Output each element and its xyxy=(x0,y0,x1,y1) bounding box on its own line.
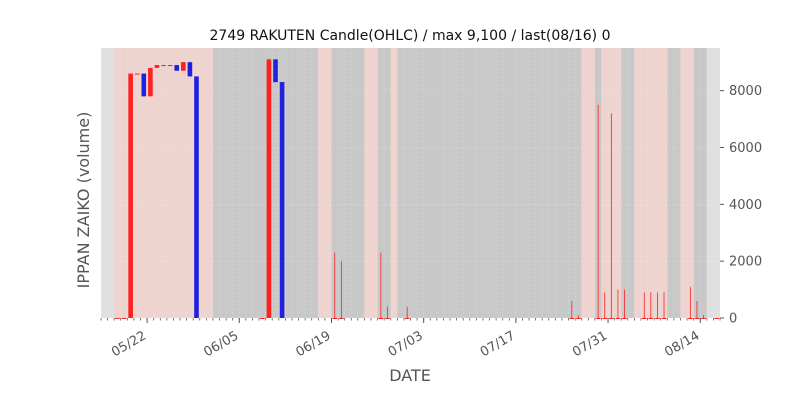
candle-body xyxy=(622,318,627,319)
candle-body xyxy=(661,318,667,319)
y-tick-label: 2000 xyxy=(729,255,762,270)
candle-body xyxy=(115,318,120,319)
candle-body xyxy=(266,59,272,319)
highlight-span xyxy=(318,48,332,318)
candle-body xyxy=(187,62,193,77)
y-tick-label: 0 xyxy=(729,312,737,327)
candle-body xyxy=(576,318,581,319)
candle-body xyxy=(161,65,166,67)
candle-body xyxy=(167,65,173,67)
y-tick-label: 4000 xyxy=(729,198,762,213)
candle-body xyxy=(714,318,720,319)
y-tick-label: 6000 xyxy=(729,141,762,156)
candle-body xyxy=(181,62,186,71)
candle-body xyxy=(339,318,344,319)
y-axis-label: IPPAN ZAIKO (volume) xyxy=(74,112,93,289)
candle-body xyxy=(332,318,338,319)
candle-body xyxy=(378,318,384,319)
candle-body xyxy=(260,318,265,319)
highlight-span xyxy=(390,48,398,318)
weekend-shade xyxy=(101,48,115,318)
candle-body xyxy=(595,318,601,319)
candle-body xyxy=(615,318,621,319)
candle-body xyxy=(174,65,180,71)
candle-body xyxy=(141,73,147,97)
candle-body xyxy=(128,73,133,318)
candle-body xyxy=(648,318,654,319)
candle-body xyxy=(569,318,575,319)
x-axis-label: DATE xyxy=(389,366,431,385)
chart-title: 2749 RAKUTEN Candle(OHLC) / max 9,100 / … xyxy=(210,28,611,44)
candle-body xyxy=(404,318,410,319)
candle-body xyxy=(194,76,199,318)
candle-body xyxy=(641,318,647,319)
candle-body xyxy=(279,82,285,319)
weekend-shade xyxy=(706,48,720,318)
candle-body xyxy=(694,318,700,319)
candle-body xyxy=(602,318,608,319)
candle-body xyxy=(148,67,153,97)
candle-body xyxy=(688,318,693,319)
y-tick-label: 8000 xyxy=(729,84,762,99)
candle-body xyxy=(273,59,278,83)
candle-body xyxy=(655,318,660,319)
highlight-span xyxy=(634,48,668,318)
candle-body xyxy=(134,73,140,75)
candle-body xyxy=(385,318,390,319)
candle-body xyxy=(121,318,127,319)
candle-body xyxy=(701,318,706,319)
highlight-span xyxy=(680,48,694,318)
candle-body xyxy=(154,65,160,68)
highlight-span xyxy=(364,48,378,318)
highlight-span xyxy=(581,48,595,318)
candle-body xyxy=(609,318,614,319)
